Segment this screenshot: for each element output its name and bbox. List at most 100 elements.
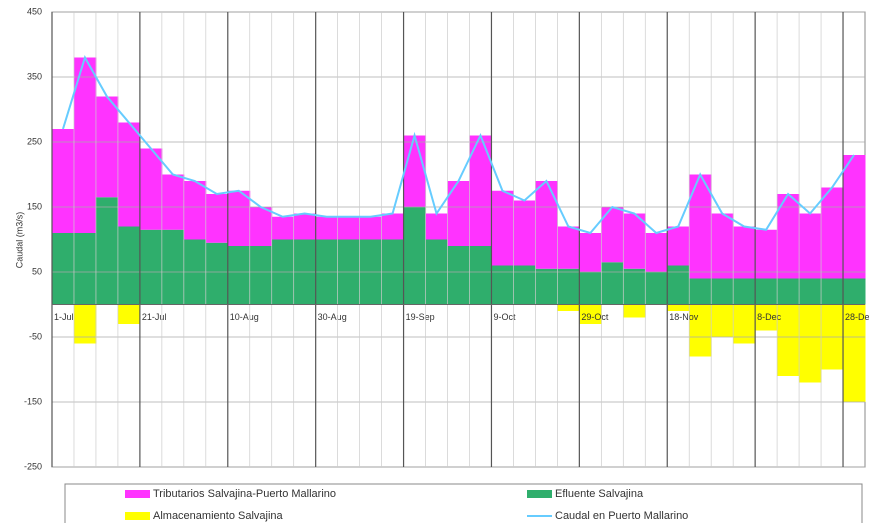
- bar: [755, 278, 778, 305]
- bar: [469, 246, 492, 305]
- bar: [777, 304, 800, 376]
- x-tick-label: 29-Oct: [581, 312, 609, 322]
- bar: [733, 226, 756, 279]
- x-tick-label: 21-Jul: [142, 312, 167, 322]
- bar: [469, 135, 492, 246]
- bar: [733, 278, 756, 305]
- x-tick-label: 9-Oct: [493, 312, 516, 322]
- y-axis-label: Caudal (m3/s): [14, 212, 24, 269]
- y-tick-label: 350: [27, 71, 42, 81]
- bar: [667, 304, 690, 311]
- bar: [249, 246, 273, 305]
- bar: [535, 268, 558, 305]
- bar: [579, 272, 602, 305]
- bar: [381, 213, 405, 240]
- bar: [491, 190, 514, 266]
- bar: [689, 304, 712, 357]
- bar: [777, 194, 800, 279]
- bar: [73, 233, 97, 305]
- bar: [95, 197, 119, 305]
- bar: [557, 304, 580, 311]
- bar: [733, 304, 756, 344]
- bar: [821, 278, 844, 305]
- line: [62, 54, 855, 235]
- bar: [601, 262, 624, 305]
- bar: [711, 304, 734, 337]
- bar: [425, 213, 449, 240]
- bar: [403, 135, 427, 207]
- bar: [227, 190, 251, 246]
- x-tick-label: 8-Dec: [757, 312, 782, 322]
- bar: [711, 278, 734, 305]
- bar: [799, 213, 822, 279]
- bar: [667, 226, 690, 266]
- bar: [73, 304, 97, 344]
- legend-label: Almacenamiento Salvajina: [153, 510, 284, 522]
- y-tick-label: -150: [24, 396, 42, 406]
- bar: [52, 233, 75, 305]
- bar: [117, 122, 141, 227]
- bar: [645, 272, 668, 305]
- bar: [447, 181, 470, 246]
- bar: [711, 213, 734, 279]
- legend: [64, 483, 863, 523]
- x-tick-label: 1-Jul: [54, 312, 74, 322]
- x-tick-label: 10-Aug: [230, 312, 259, 322]
- bar: [689, 278, 712, 305]
- x-tick-label: 19-Sep: [406, 312, 435, 322]
- legend-swatch: [125, 490, 150, 498]
- bar: [139, 148, 163, 230]
- bar: [843, 155, 866, 279]
- bar: [821, 187, 844, 279]
- x-tick-label: 18-Nov: [669, 312, 699, 322]
- bar: [623, 213, 646, 269]
- bar: [513, 265, 536, 305]
- bar: [623, 304, 646, 318]
- y-tick-label: 150: [27, 201, 42, 211]
- bar: [73, 57, 97, 233]
- bar: [799, 304, 822, 383]
- bar: [95, 96, 119, 198]
- bar: [183, 181, 207, 240]
- bar: [359, 216, 383, 240]
- bar: [205, 242, 229, 305]
- y-tick-label: 50: [32, 266, 42, 276]
- legend-label: Tributarios Salvajina-Puerto Mallarino: [153, 488, 336, 500]
- bar: [557, 268, 580, 305]
- x-tick-label: 28-Dec: [845, 312, 869, 322]
- bar: [491, 265, 514, 305]
- bar: [161, 229, 185, 305]
- bar: [557, 226, 580, 269]
- bar: [227, 246, 251, 305]
- bar: [777, 278, 800, 305]
- bar: [337, 216, 361, 240]
- legend-swatch: [125, 512, 150, 520]
- bar: [447, 246, 470, 305]
- bar: [601, 207, 624, 263]
- bar: [271, 216, 295, 240]
- y-tick-label: 250: [27, 136, 42, 146]
- bar: [579, 233, 602, 272]
- legend-label: Caudal en Puerto Mallarino: [555, 510, 688, 522]
- x-tick-label: 30-Aug: [318, 312, 347, 322]
- bar: [579, 304, 602, 324]
- bar: [117, 226, 141, 305]
- bar: [249, 207, 273, 246]
- bar: [623, 268, 646, 305]
- bar: [403, 207, 427, 305]
- bar: [689, 174, 712, 279]
- bar: [52, 129, 75, 233]
- grid: [51, 11, 865, 468]
- bar: [799, 278, 822, 305]
- bar: [843, 278, 866, 305]
- bars: [52, 57, 866, 402]
- legend-swatch: [527, 490, 552, 498]
- bar: [513, 200, 536, 266]
- y-tick-label: -50: [29, 331, 42, 341]
- bar: [117, 304, 141, 324]
- bar: [755, 304, 778, 331]
- bar: [161, 174, 185, 230]
- y-tick-label: 450: [27, 6, 42, 16]
- bar: [315, 216, 339, 240]
- bar: [293, 213, 317, 240]
